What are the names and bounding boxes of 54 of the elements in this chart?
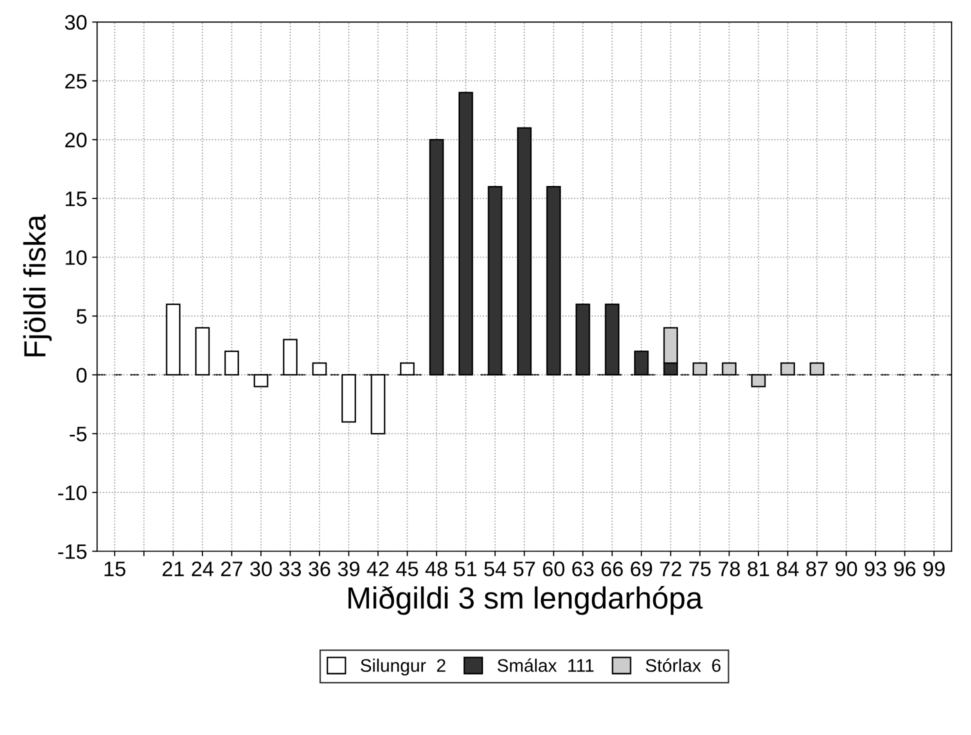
x-tick-label: 72 — [660, 562, 682, 576]
x-tick-label: 24 — [192, 562, 214, 576]
x-tick-label: 39 — [338, 562, 360, 576]
x-tick-label: 63 — [572, 562, 594, 576]
x-tick-label: 81 — [748, 562, 770, 576]
x-tick-label: 42 — [366, 562, 389, 576]
bar — [546, 186, 561, 376]
y-tick-label: 5 — [76, 309, 87, 324]
bar — [780, 362, 795, 376]
legend-label: Smálax 111 — [498, 658, 594, 672]
y-tick-label: 20 — [65, 132, 87, 148]
x-tick-label: 15 — [104, 562, 126, 576]
x-tick-label: 90 — [836, 562, 858, 576]
bar — [810, 362, 824, 376]
y-tick-label: 0 — [76, 368, 87, 383]
x-tick-label: 54 — [484, 562, 506, 576]
x-tick-label: 30 — [250, 562, 272, 576]
legend-label: Stórlax 6 — [646, 658, 720, 672]
bar — [195, 327, 210, 376]
x-tick-label: 69 — [630, 562, 652, 576]
x-tick-label: 78 — [718, 562, 740, 576]
y-tick-label: 25 — [65, 74, 87, 89]
x-tick-label: 84 — [777, 562, 799, 576]
x-tick-label: 27 — [221, 562, 242, 576]
bar — [341, 374, 356, 423]
x-tick-label: 93 — [864, 562, 886, 576]
x-tick-label: 51 — [455, 562, 476, 576]
legend-label: Silungur 2 — [360, 658, 446, 676]
y-tick-label: 15 — [66, 192, 87, 206]
x-tick-label: 48 — [425, 562, 448, 576]
bar — [576, 304, 590, 376]
x-tick-label: 36 — [308, 562, 330, 576]
x-tick-label: 21 — [162, 562, 184, 576]
y-tick-label: -15 — [58, 544, 87, 560]
x-tick-label: 60 — [543, 562, 564, 576]
x-tick-label: 33 — [279, 562, 301, 576]
x-tick-label: 75 — [689, 562, 711, 576]
bar — [312, 362, 327, 376]
x-tick-label: 45 — [396, 562, 418, 576]
y-tick-label: 10 — [66, 250, 87, 266]
y-tick-label: -5 — [70, 426, 87, 442]
bar — [458, 92, 474, 376]
x-tick-label: 57 — [514, 562, 535, 576]
bar — [692, 362, 708, 376]
x-tick-label: 96 — [894, 562, 916, 576]
bar — [429, 138, 444, 376]
y-axis-title: Fjöldi fiska — [23, 214, 52, 356]
x-axis-title: Miðgildi 3 sm lengdarhópa — [348, 586, 703, 615]
y-tick-label: 30 — [65, 15, 87, 30]
x-tick-label: 66 — [602, 562, 623, 576]
y-tick-label: -10 — [58, 485, 87, 500]
bar — [224, 350, 239, 376]
x-tick-label: 87 — [806, 562, 828, 576]
x-tick-label: 99 — [923, 562, 945, 576]
